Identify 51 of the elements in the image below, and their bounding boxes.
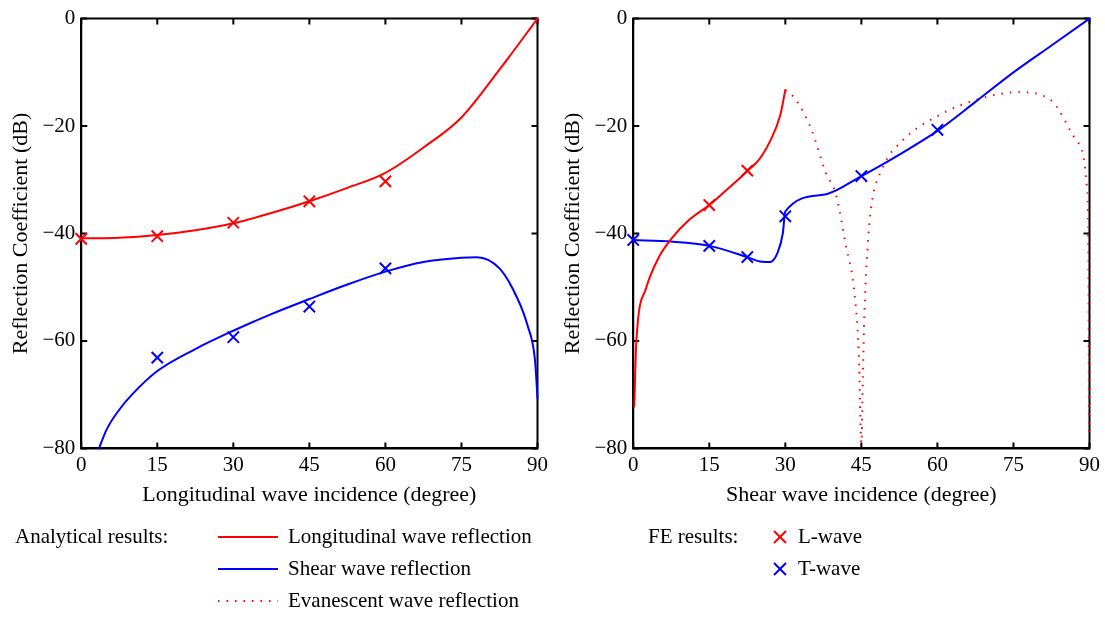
x-tick-label: 45 — [850, 451, 872, 476]
y-tick-label: −40 — [42, 220, 76, 245]
x-tick-label: 15 — [698, 451, 720, 476]
x-tick-label: 90 — [527, 451, 548, 476]
x-tick-label: 60 — [926, 451, 948, 476]
point — [740, 250, 754, 264]
legend-label: L-wave — [798, 524, 863, 549]
x-axis-title: Shear wave incidence (degree) — [726, 480, 997, 506]
text: FE results: — [648, 524, 739, 549]
x-tick-label: 30 — [222, 451, 244, 476]
point — [302, 194, 317, 208]
x-tick-label: 75 — [1002, 451, 1024, 476]
x-tick-label: 30 — [774, 451, 796, 476]
legend-label: T-wave — [798, 556, 861, 581]
point — [226, 330, 240, 344]
x-tick-label: 75 — [450, 451, 472, 476]
y-tick-label: −20 — [42, 112, 76, 137]
y-axis-title: Reflection Coefficient (dB) — [6, 112, 32, 355]
legend-label: Evanescent wave reflection — [288, 588, 519, 613]
point — [150, 229, 164, 243]
point — [226, 216, 240, 230]
x-axis-title: Longitudinal wave incidence (degree) — [142, 480, 477, 506]
y-tick-label: −60 — [42, 327, 76, 352]
point — [702, 198, 716, 212]
y-tick-label: −80 — [42, 434, 76, 459]
y-axis-title: Reflection Coefficient (dB) — [558, 112, 584, 355]
legend-label: Longitudinal wave reflection — [288, 524, 532, 549]
y-tick-label: −20 — [594, 112, 628, 137]
y-tick-label: −80 — [594, 434, 628, 459]
point — [378, 261, 393, 276]
y-tick-label: −40 — [594, 220, 628, 245]
point — [854, 169, 869, 183]
point — [74, 232, 88, 246]
point — [378, 174, 393, 189]
y-tick-label: −60 — [594, 327, 628, 352]
point — [626, 233, 640, 247]
point — [740, 163, 754, 178]
x-tick-label: 60 — [374, 451, 396, 476]
legend-label: Shear wave reflection — [288, 556, 472, 581]
text: Analytical results: — [15, 524, 169, 549]
x-tick-label: 45 — [298, 451, 320, 476]
y-tick-label: 0 — [616, 5, 628, 30]
x-tick-label: 15 — [146, 451, 168, 476]
line-series — [97, 256, 539, 450]
x-tick-label: 90 — [1079, 451, 1100, 476]
point — [302, 299, 317, 314]
y-tick-label: 0 — [64, 5, 76, 30]
point — [702, 239, 716, 253]
point — [930, 123, 945, 137]
point — [150, 350, 164, 365]
point — [778, 209, 792, 223]
